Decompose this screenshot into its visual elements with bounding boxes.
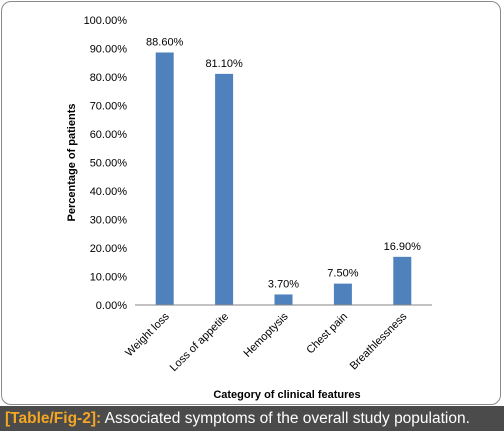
data-label: 88.60% xyxy=(146,36,184,48)
figure-caption: [Table/Fig-2]: Associated symptoms of th… xyxy=(0,406,504,431)
y-tick-label: 20.00% xyxy=(90,243,128,255)
bar xyxy=(333,283,352,305)
y-tick-label: 50.00% xyxy=(90,158,128,170)
y-tick-label: 40.00% xyxy=(90,186,128,198)
x-tick-label: Breathlessness xyxy=(348,310,410,372)
x-tick-label: Weight loss xyxy=(123,310,172,359)
y-axis-label: Percentage of patients xyxy=(66,104,78,222)
y-tick-label: 0.00% xyxy=(96,300,127,312)
y-tick-label: 100.00% xyxy=(84,15,128,27)
bars xyxy=(155,52,412,306)
data-label: 7.50% xyxy=(327,268,358,280)
y-tick-label: 30.00% xyxy=(90,215,128,227)
bar xyxy=(215,73,234,306)
y-tick-label: 10.00% xyxy=(90,272,128,284)
data-label: 3.70% xyxy=(268,278,299,290)
caption-text: Associated symptoms of the overall study… xyxy=(101,410,470,427)
data-label: 16.90% xyxy=(384,241,422,253)
y-tick-label: 70.00% xyxy=(90,101,128,113)
y-tick-label: 90.00% xyxy=(90,44,128,56)
y-axis-ticks: 0.00% 10.00% 20.00% 30.00% 40.00% 50.00% 60.00… xyxy=(84,15,128,312)
bar xyxy=(274,294,293,305)
bar-chart: 0.00% 10.00% 20.00% 30.00% 40.00% 50.00% 60.00… xyxy=(66,15,432,401)
x-tick-label: Chest pain xyxy=(304,311,350,357)
x-axis-label: Category of clinical features xyxy=(213,389,360,401)
x-tick-label: Loss of appetite xyxy=(168,311,231,374)
y-tick-label: 60.00% xyxy=(90,129,128,141)
figure-frame xyxy=(1,1,501,405)
data-labels: 88.60% 81.10% 3.70% 7.50% 16.90% xyxy=(146,36,421,290)
bar xyxy=(393,256,412,305)
x-tick-label: Hemoptysis xyxy=(241,310,290,359)
y-tick-label: 80.00% xyxy=(90,72,128,84)
bar xyxy=(155,52,174,305)
caption-label: [Table/Fig-2]: xyxy=(5,410,102,427)
data-label: 81.10% xyxy=(205,58,243,70)
